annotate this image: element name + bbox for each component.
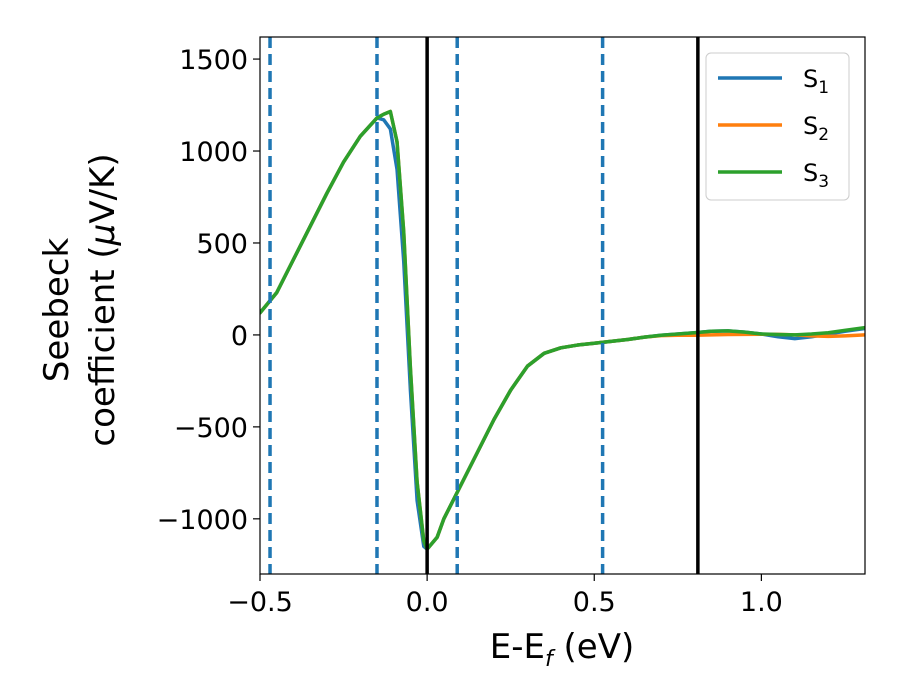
legend: S1 S2 S3: [705, 52, 850, 201]
series-line-s3: [260, 109, 865, 551]
y-tick-label: 1000: [179, 137, 248, 168]
x-axis: −0.5 0.0 0.5 1.0: [227, 574, 783, 618]
x-tick-label: −0.5: [227, 587, 293, 618]
y-axis-label-line2: coefficient (μV/K): [83, 153, 123, 446]
plot-area: [260, 37, 865, 574]
y-axis-label-line1: Seebeck: [37, 238, 77, 383]
y-tick-label: −500: [174, 413, 248, 444]
y-tick-label: 1500: [179, 45, 248, 76]
legend-label-s1: S1: [803, 65, 829, 98]
x-tick-label: 0.5: [573, 587, 616, 618]
y-axis-label: Seebeck coefficient (μV/K): [37, 153, 123, 446]
x-axis-label: E-Ef (eV): [490, 627, 635, 672]
series-layer: [260, 109, 865, 551]
legend-label-s2: S2: [803, 112, 829, 145]
vline-layer: [268, 37, 700, 574]
y-tick-label: 500: [196, 229, 248, 260]
plot-frame: [259, 36, 866, 575]
y-tick-label: 0: [231, 321, 248, 352]
x-tick-label: 1.0: [740, 587, 783, 618]
legend-label-s3: S3: [803, 159, 829, 192]
x-tick-label: 0.0: [406, 587, 449, 618]
y-tick-label: −1000: [157, 505, 248, 536]
y-axis: 1500 1000 500 0 −500 −1000: [157, 45, 260, 536]
